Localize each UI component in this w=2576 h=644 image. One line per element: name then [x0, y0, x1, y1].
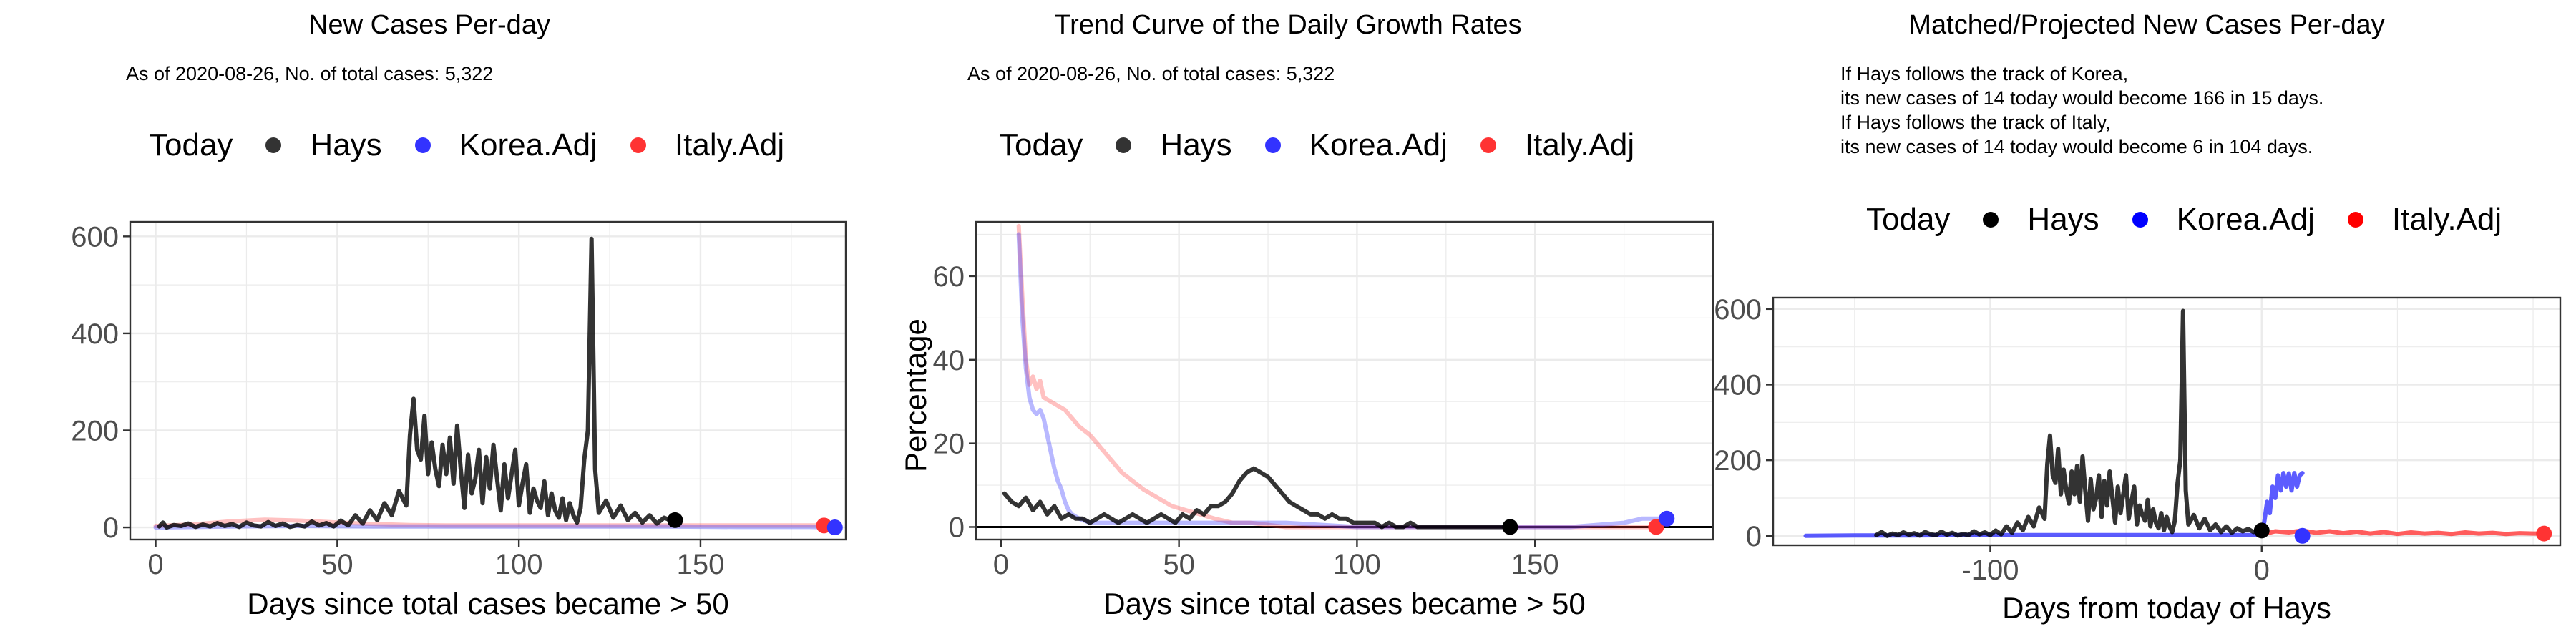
- x-tick-label: 0: [147, 549, 163, 580]
- y-axis-label: Percentage: [899, 318, 932, 472]
- legend-item-korea: Korea.Adj: [1264, 127, 1448, 163]
- x-tick-label: 150: [1511, 549, 1559, 580]
- x-tick-label: -100: [1961, 555, 2019, 586]
- x-tick-label: 100: [1333, 549, 1381, 580]
- y-tick-label: 40: [933, 345, 965, 376]
- plot-background: [130, 222, 846, 540]
- chart-plot-area: 0 50 100 150 0 20 40 60: [933, 220, 1714, 580]
- legend-label-korea: Korea.Adj: [2176, 202, 2315, 237]
- series-line-italy-adj: [1016, 223, 1659, 530]
- legend-label-hays: Hays: [2027, 202, 2099, 237]
- y-tick-label: 600: [1714, 294, 1762, 326]
- chart-legend: Today Hays Korea.Adj Italy.Adj: [999, 127, 1667, 163]
- legend-item-korea: Korea.Adj: [414, 127, 597, 163]
- y-tick-label: 0: [1746, 521, 1762, 552]
- today-marker-hays: [1502, 519, 1518, 535]
- y-tick-label: 200: [71, 415, 119, 447]
- x-axis-label: Days from today of Hays: [2002, 591, 2331, 625]
- legend-label-italy: Italy.Adj: [1524, 127, 1635, 162]
- chart-title: Trend Curve of the Daily Growth Rates: [1054, 10, 1522, 40]
- series-line-italy-adj: [2259, 528, 2547, 537]
- chart-title: Matched/Projected New Cases Per-day: [1908, 10, 2385, 40]
- legend-label-korea: Korea.Adj: [1309, 127, 1448, 162]
- plot-background: [976, 222, 1713, 540]
- chart-legend: Today Hays Korea.Adj Italy.Adj: [149, 127, 817, 163]
- legend-item-italy: Italy.Adj: [2347, 202, 2502, 238]
- legend-item-hays: Hays: [1983, 202, 2099, 238]
- today-marker-italy-adj: [1648, 519, 1664, 535]
- legend-label-hays: Hays: [310, 127, 382, 162]
- x-tick-label: 0: [2254, 555, 2270, 586]
- legend-item-italy: Italy.Adj: [1480, 127, 1634, 163]
- plot-border: [1772, 296, 2562, 547]
- y-tick-label: 200: [1714, 445, 1762, 477]
- y-tick-label: 0: [949, 512, 965, 543]
- today-marker-korea-adj: [1659, 510, 1675, 527]
- legend-title: Today: [999, 127, 1083, 162]
- plot-border: [975, 220, 1714, 541]
- x-axis-label: Days since total cases became > 50: [1103, 587, 1586, 620]
- chart-legend: Today Hays Korea.Adj Italy.Adj: [1866, 202, 2534, 238]
- chart-subtitle: As of 2020-08-26, No. of total cases: 5,…: [967, 63, 1335, 84]
- today-marker-hays: [2253, 522, 2270, 539]
- legend-label-italy: Italy.Adj: [2391, 202, 2502, 237]
- legend-item-korea: Korea.Adj: [2132, 202, 2315, 238]
- y-tick-label: 20: [933, 429, 965, 460]
- series-line-hays: [1002, 466, 1513, 530]
- plot-background: [1773, 298, 2560, 545]
- legend-item-hays: Hays: [265, 127, 382, 163]
- x-tick-label: 0: [993, 549, 1009, 580]
- series-line-hays: [157, 236, 678, 530]
- series-line-italy-adj: [153, 517, 826, 528]
- series-group: [153, 236, 837, 530]
- series-line-hays: [1874, 308, 2264, 538]
- chart-subtitle: As of 2020-08-26, No. of total cases: 5,…: [126, 63, 494, 84]
- y-tick-label: 400: [1714, 369, 1762, 401]
- legend-label-korea: Korea.Adj: [459, 127, 597, 162]
- annotation-line: its new cases of 14 today would become 6…: [1840, 136, 2313, 157]
- legend-item-hays: Hays: [1116, 127, 1232, 163]
- legend-title: Today: [1866, 202, 1951, 237]
- x-tick-label: 100: [495, 549, 543, 580]
- chart-plot-area: 0 50 100 150 0 200 400 600: [71, 220, 847, 580]
- today-marker-korea-adj: [2294, 527, 2311, 544]
- legend-item-italy: Italy.Adj: [630, 127, 784, 163]
- y-tick-label: 0: [103, 512, 119, 544]
- chart-title: New Cases Per-day: [308, 10, 550, 40]
- x-axis-label: Days since total cases became > 50: [247, 587, 729, 620]
- legend-label-italy: Italy.Adj: [674, 127, 785, 162]
- today-marker-hays: [667, 512, 683, 528]
- x-tick-label: 50: [1163, 549, 1195, 580]
- series-group: [1002, 223, 1669, 530]
- x-tick-label: 50: [321, 549, 353, 580]
- chart-panel-growth-rates: Trend Curve of the Daily Growth Rates As…: [859, 0, 1717, 644]
- y-tick-label: 400: [71, 318, 119, 350]
- legend-title: Today: [149, 127, 233, 162]
- plot-border: [129, 220, 847, 541]
- chart-plot-area: -100 0 0 200 400 600: [1714, 294, 2562, 586]
- annotation-line: If Hays follows the track of Italy,: [1840, 112, 2111, 133]
- series-line-korea-adj: [1803, 471, 2305, 538]
- series-group: [1803, 308, 2547, 538]
- today-marker-korea-adj: [826, 519, 843, 536]
- y-tick-label: 600: [71, 221, 119, 253]
- y-tick-label: 60: [933, 261, 965, 293]
- legend-label-hays: Hays: [1160, 127, 1232, 162]
- chart-panel-new-cases: New Cases Per-day As of 2020-08-26, No. …: [0, 0, 859, 644]
- chart-panel-projected: Matched/Projected New Cases Per-day If H…: [1714, 0, 2576, 644]
- chart-annotation: If Hays follows the track of Korea, its …: [1840, 62, 2323, 159]
- x-tick-label: 150: [677, 549, 725, 580]
- today-marker-italy-adj: [2536, 525, 2552, 542]
- annotation-line: its new cases of 14 today would become 1…: [1840, 87, 2324, 109]
- annotation-line: If Hays follows the track of Korea,: [1840, 63, 2129, 84]
